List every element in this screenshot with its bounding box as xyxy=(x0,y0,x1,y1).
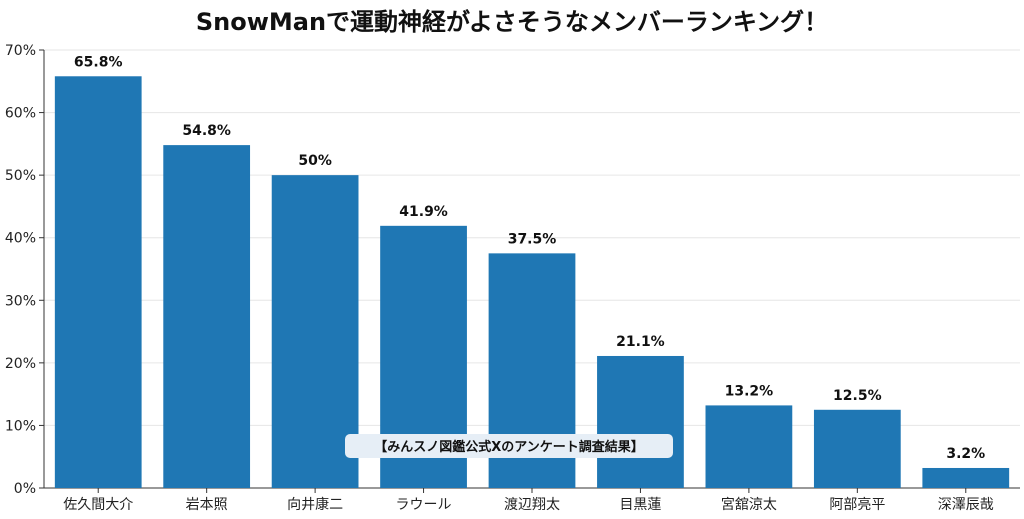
bar-value-label: 37.5% xyxy=(508,231,557,247)
chart-title: SnowManで運動神経がよさそうなメンバーランキング！ xyxy=(196,8,828,36)
category-labels: 佐久間大介 岩本照 向井康二 ラウール 渡辺翔太 目黒蓮 宮舘涼太 阿部亮平 深澤辰哉 xyxy=(63,488,994,513)
bar-value-label: 21.1% xyxy=(616,334,665,350)
category-label: 目黒蓮 xyxy=(619,497,661,513)
bar-value-label: 65.8% xyxy=(74,54,123,70)
bar-value-label: 50% xyxy=(298,153,332,169)
value-labels: 65.8% 54.8% 50% 41.9% 37.5% 21.1% 13.2% 12.5% 3.… xyxy=(74,54,985,462)
bar xyxy=(271,175,359,488)
category-label: 阿部亮平 xyxy=(829,496,885,513)
bar xyxy=(54,76,142,488)
category-label: 向井康二 xyxy=(287,496,343,513)
bar-value-label: 54.8% xyxy=(182,123,231,139)
y-tick-label: 50% xyxy=(5,168,36,184)
bar xyxy=(813,409,901,488)
y-tick-label: 30% xyxy=(5,293,36,309)
y-tick-label: 20% xyxy=(5,356,36,372)
bar xyxy=(922,467,1010,488)
y-tick-label: 40% xyxy=(5,231,36,247)
annotation-box xyxy=(345,434,673,458)
bar-value-label: 41.9% xyxy=(399,204,448,220)
y-tick-label: 10% xyxy=(5,418,36,434)
category-label: 渡辺翔太 xyxy=(504,497,560,513)
annotation-text: 【みんスノ図鑑公式Xのアンケート調査結果】 xyxy=(374,439,644,455)
category-label: 佐久間大介 xyxy=(63,497,133,513)
bar xyxy=(163,145,251,488)
bars xyxy=(54,76,1010,488)
category-label: 深澤辰哉 xyxy=(938,497,994,513)
bar xyxy=(705,405,793,488)
y-tick-label: 70% xyxy=(5,43,36,59)
y-tick-label: 0% xyxy=(14,481,36,497)
bar xyxy=(597,355,684,488)
y-tick-label: 60% xyxy=(5,106,36,122)
bar-value-label: 3.2% xyxy=(946,446,985,462)
bar-value-label: 12.5% xyxy=(833,388,882,404)
bar-value-label: 13.2% xyxy=(725,383,774,399)
survey-annotation: 【みんスノ図鑑公式Xのアンケート調査結果】 xyxy=(345,434,673,458)
category-label: ラウール xyxy=(396,497,452,513)
category-label: 宮舘涼太 xyxy=(721,496,777,513)
category-label: 岩本照 xyxy=(186,497,228,513)
